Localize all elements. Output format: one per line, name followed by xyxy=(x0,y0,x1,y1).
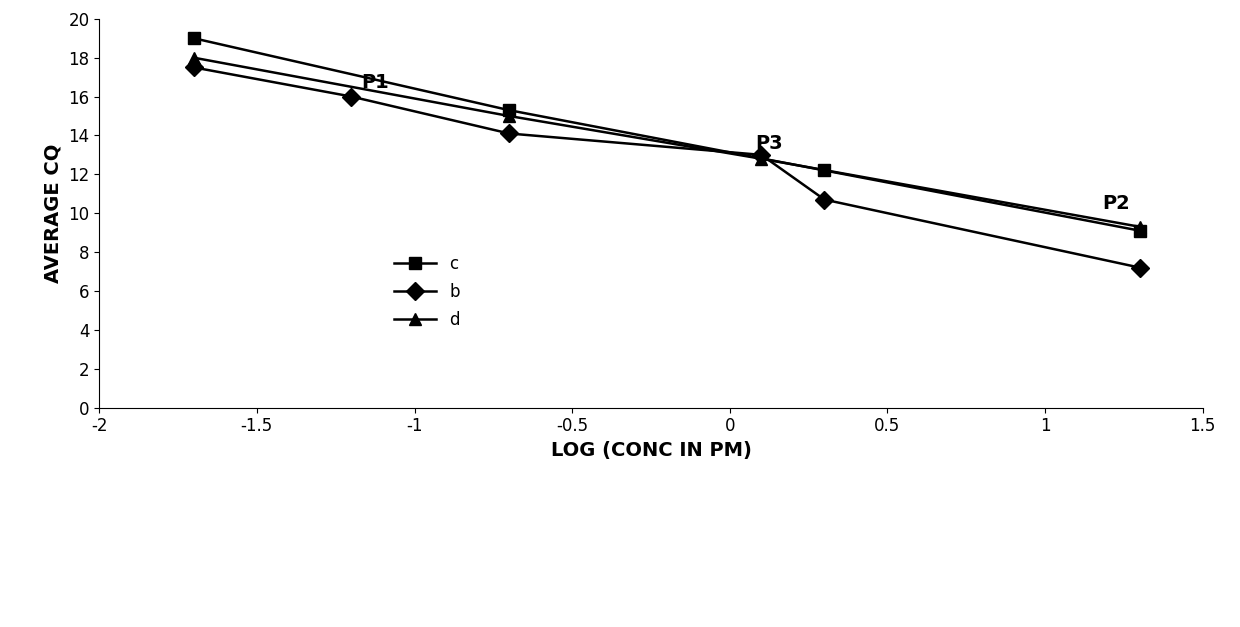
Line: b: b xyxy=(187,61,1146,274)
d xyxy=(1132,223,1147,231)
b xyxy=(817,196,832,203)
c xyxy=(186,34,201,42)
b xyxy=(502,130,517,137)
c xyxy=(1132,227,1147,234)
b xyxy=(343,93,358,100)
Text: P3: P3 xyxy=(755,134,782,153)
d xyxy=(754,155,769,162)
Line: c: c xyxy=(187,32,1146,237)
d xyxy=(186,54,201,61)
X-axis label: LOG (CONC IN PM): LOG (CONC IN PM) xyxy=(551,441,751,460)
c xyxy=(817,167,832,174)
b xyxy=(186,64,201,71)
Text: P2: P2 xyxy=(1102,194,1130,213)
b xyxy=(1132,264,1147,271)
c xyxy=(502,107,517,114)
d xyxy=(502,112,517,120)
Y-axis label: AVERAGE CQ: AVERAGE CQ xyxy=(43,144,63,283)
Legend: c, b, d: c, b, d xyxy=(394,255,460,329)
Text: P1: P1 xyxy=(361,73,388,92)
Line: d: d xyxy=(187,51,1146,233)
b xyxy=(754,151,769,159)
